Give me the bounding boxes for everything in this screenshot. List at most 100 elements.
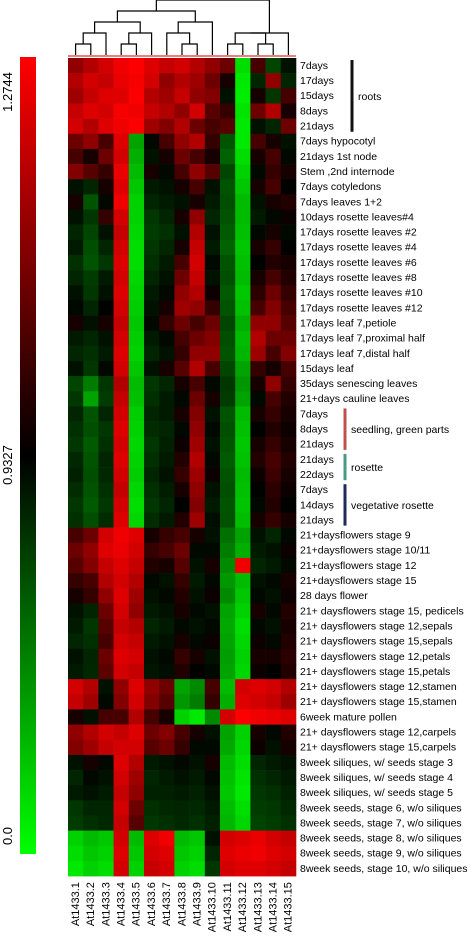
row-label: 17days leaf 7,petiole [300, 317, 396, 329]
heatmap-cell [83, 724, 99, 741]
heatmap-cell [113, 148, 130, 165]
heatmap-cell [144, 421, 160, 438]
heatmap-cell [159, 194, 175, 210]
heatmap-cell [68, 482, 84, 498]
heatmap-cell [250, 421, 266, 438]
row-label: 17days rosette leaves #12 [300, 302, 423, 314]
heatmap-cell [189, 421, 206, 438]
heatmap-cell [189, 73, 206, 89]
heatmap-cell [235, 209, 251, 225]
heatmap-cell [250, 739, 266, 756]
heatmap-cell [204, 724, 221, 741]
heatmap-cell [174, 254, 190, 271]
heatmap-cell [159, 451, 175, 468]
heatmap-cell [144, 406, 160, 422]
heatmap-cell [220, 664, 236, 680]
heatmap-cell [113, 694, 130, 710]
heatmap-cell [159, 512, 175, 528]
heatmap-cell [83, 618, 99, 634]
heatmap-cell [265, 451, 282, 468]
row-label: 17days [300, 75, 334, 87]
heatmap-cell [189, 406, 206, 422]
heatmap-cell [280, 103, 297, 119]
heatmap-cell [144, 179, 160, 195]
heatmap-cell [113, 270, 130, 286]
heatmap-cell [68, 209, 84, 225]
heatmap-cell [144, 164, 160, 180]
heatmap-cell [113, 118, 130, 135]
heatmap-cell [98, 451, 114, 468]
heatmap-cell [159, 527, 175, 544]
heatmap-cell [144, 73, 160, 89]
heatmap-cell [250, 239, 266, 256]
heatmap-cell [174, 467, 190, 483]
row-label: 21+daysflowers stage 15 [300, 575, 417, 587]
heatmap-cell [159, 58, 175, 74]
heatmap-cell [83, 860, 99, 877]
heatmap-cell [265, 209, 282, 225]
heatmap-cell [83, 376, 99, 392]
heatmap-cell [189, 194, 206, 210]
heatmap-cell [113, 361, 130, 377]
heatmap-cell [280, 679, 297, 695]
heatmap-cell [98, 436, 114, 453]
heatmap-cell [128, 300, 145, 316]
heatmap-cell [280, 648, 297, 665]
heatmap-cell [83, 800, 99, 816]
row-label: 7days [300, 484, 328, 496]
heatmap-cell [159, 739, 175, 756]
heatmap-cell [144, 330, 160, 347]
heatmap-cell [128, 754, 145, 771]
heatmap-cell [98, 118, 114, 135]
heatmap-cell [98, 345, 114, 362]
heatmap-cell [98, 709, 114, 725]
heatmap-cell [280, 845, 297, 862]
row-label: 21+ daysflowers stage 12,stamen [300, 681, 457, 693]
heatmap-cell [68, 88, 84, 104]
row-label: 21days [300, 454, 334, 466]
heatmap-cell [280, 421, 297, 438]
heatmap-cell [189, 603, 206, 619]
heatmap-cell [144, 512, 160, 528]
row-label: 10days rosette leaves#4 [300, 211, 414, 223]
heatmap-cell [174, 315, 190, 331]
heatmap-cell [144, 467, 160, 483]
heatmap-cell [68, 694, 84, 710]
heatmap-cell [250, 754, 266, 771]
heatmap-cell [265, 770, 282, 786]
row-label: 7days [300, 60, 328, 72]
heatmap-cell [189, 103, 206, 119]
heatmap-cell [113, 330, 130, 347]
heatmap-cell [265, 739, 282, 756]
row-label: 7days cotyledons [300, 181, 381, 193]
heatmap-cell [83, 633, 99, 650]
heatmap-cell [265, 557, 282, 574]
heatmap-cell [280, 73, 297, 89]
heatmap-cell [68, 633, 84, 650]
heatmap-cell [189, 724, 206, 741]
heatmap-cell [68, 785, 84, 801]
heatmap-cell [159, 603, 175, 619]
heatmap-cell [189, 709, 206, 725]
heatmap-cell [204, 421, 221, 438]
heatmap-cell [113, 224, 130, 241]
heatmap-cell [204, 148, 221, 165]
heatmap-cell [98, 770, 114, 786]
heatmap-cell [128, 633, 145, 650]
heatmap-cell [235, 679, 251, 695]
heatmap-grid [68, 58, 297, 877]
row-label: 21+daysflowers stage 10/11 [300, 545, 430, 557]
heatmap-cell [220, 815, 236, 831]
heatmap-cell [265, 573, 282, 589]
heatmap-cell [113, 285, 130, 301]
heatmap-cell [265, 239, 282, 256]
heatmap-cell [250, 406, 266, 422]
row-label: 8week siliques, w/ seeds stage 5 [300, 787, 453, 799]
heatmap-cell [68, 845, 84, 862]
heatmap-cell [235, 451, 251, 468]
heatmap-cell [174, 133, 190, 150]
heatmap-cell [189, 345, 206, 362]
heatmap-cell [235, 785, 251, 801]
heatmap-cell [113, 345, 130, 362]
